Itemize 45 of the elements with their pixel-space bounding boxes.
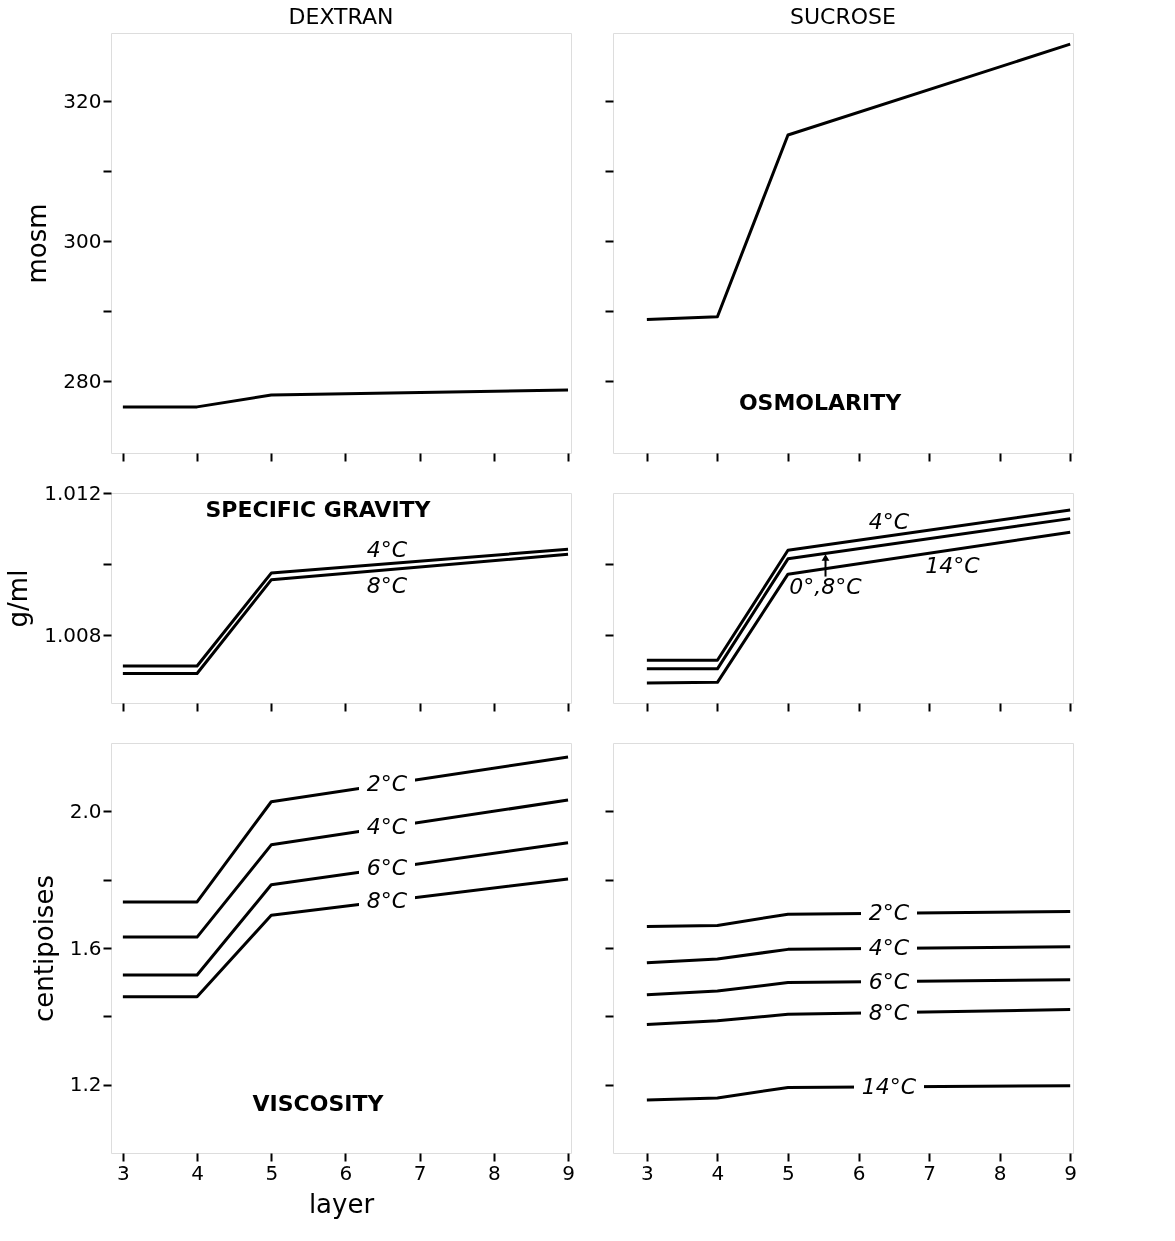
series-label: 14°C <box>861 1073 917 1099</box>
series-label: 8°C <box>366 888 408 914</box>
series-label: 4°C <box>366 536 408 562</box>
x-tick-label: 5 <box>265 1160 279 1185</box>
x-tick-label: 7 <box>923 1160 936 1185</box>
y-tick-label: 1.012 <box>44 480 102 505</box>
series-label: 6°C <box>366 855 408 881</box>
x-tick-label: 8 <box>487 1160 501 1185</box>
x-tick-label: 4 <box>191 1160 204 1185</box>
x-tick-label: 6 <box>339 1160 353 1185</box>
y-axis-title: g/ml <box>3 569 34 628</box>
x-axis-title: layer <box>308 1188 375 1219</box>
x-tick-label: 9 <box>1064 1160 1078 1185</box>
series-label: 2°C <box>868 900 910 926</box>
x-tick-label: 5 <box>782 1160 795 1185</box>
y-tick-label: 2.0 <box>69 798 102 823</box>
legend-label: 0°,8°C <box>789 573 863 599</box>
y-axis-title: mosm <box>22 203 53 284</box>
annotation: VISCOSITY <box>252 1090 385 1116</box>
y-tick-label: 1.2 <box>69 1072 102 1097</box>
x-tick-label: 3 <box>641 1160 654 1185</box>
x-tick-label: 8 <box>993 1160 1007 1185</box>
annotation: OSMOLARITY <box>738 389 903 415</box>
x-tick-label: 3 <box>117 1160 130 1185</box>
series-label: 4°C <box>868 508 910 534</box>
series-label: 4°C <box>868 935 910 961</box>
chart-title: SUCROSE <box>790 4 896 29</box>
annotation: SPECIFIC GRAVITY <box>205 496 432 522</box>
x-tick-label: 4 <box>711 1160 725 1185</box>
y-axis-title: centipoises <box>28 875 59 1022</box>
y-tick-label: 320 <box>63 88 102 113</box>
x-tick-label: 6 <box>852 1160 866 1185</box>
y-tick-label: 1.6 <box>69 935 102 960</box>
y-tick-label: 280 <box>63 368 102 393</box>
x-tick-label: 7 <box>413 1160 427 1185</box>
y-tick-label: 1.008 <box>44 622 102 647</box>
series-label: 8°C <box>366 572 408 598</box>
series-label: 8°C <box>868 999 910 1025</box>
series-label: 14°C <box>925 552 981 578</box>
chart-title: DEXTRAN <box>288 4 394 29</box>
series-label: 6°C <box>868 968 910 994</box>
series-label: 2°C <box>366 771 408 797</box>
series-label: 4°C <box>366 814 408 840</box>
y-tick-label: 300 <box>63 228 102 253</box>
x-tick-label: 9 <box>562 1160 575 1185</box>
